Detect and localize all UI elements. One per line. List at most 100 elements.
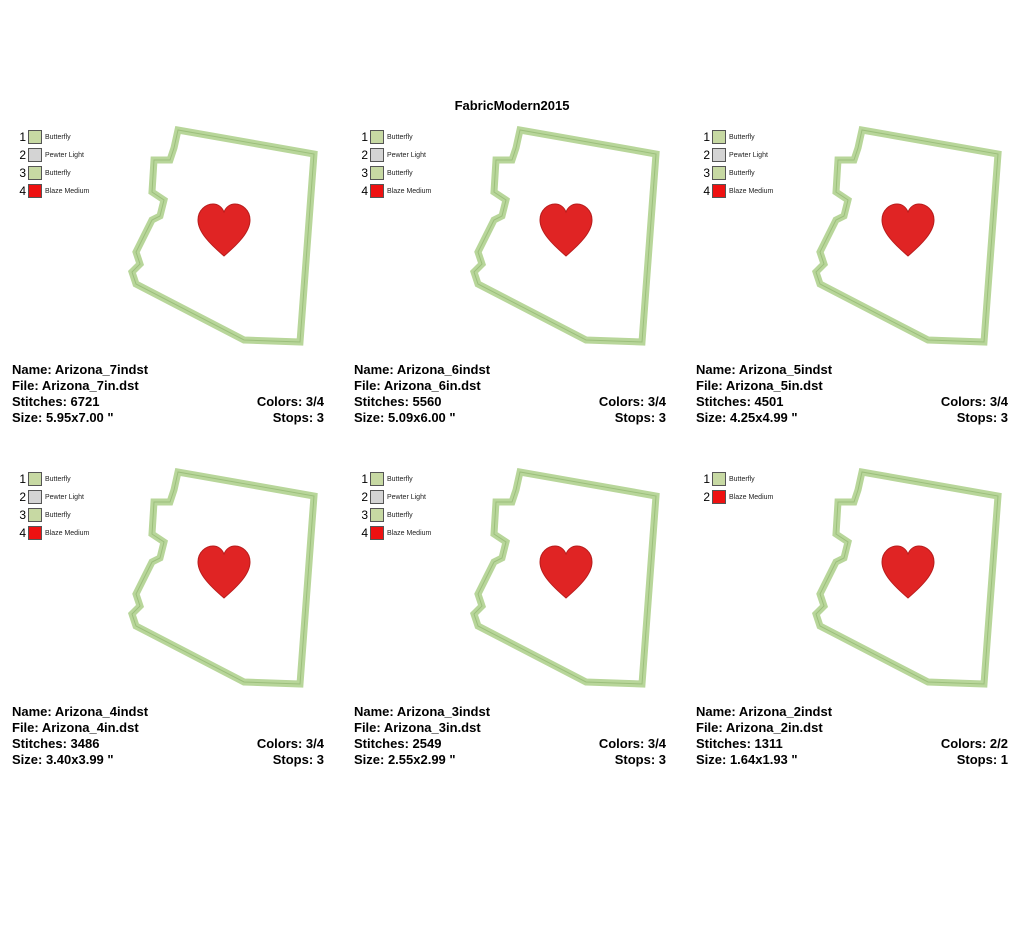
design-stitches: Stitches: 4501 bbox=[696, 394, 784, 409]
swatch-thread-name: Pewter Light bbox=[387, 151, 426, 159]
swatch-number: 2 bbox=[19, 490, 26, 504]
design-stops: Stops: 3 bbox=[614, 410, 666, 425]
swatch-color-box bbox=[370, 472, 384, 486]
arizona-outline-design bbox=[469, 125, 660, 346]
arizona-outline-edge bbox=[473, 129, 657, 343]
design-card: 1 Butterfly 2 Pewter Light 3 Butterfly 4 Blaze … bbox=[696, 124, 1016, 444]
color-swatch-list: 1 Butterfly 2 Pewter Light 3 Butterfly 4 Blaze … bbox=[358, 470, 431, 542]
swatch-thread-name: Butterfly bbox=[729, 133, 755, 141]
swatch-thread-name: Butterfly bbox=[387, 511, 413, 519]
swatch-color-box bbox=[712, 166, 726, 180]
design-name: Name: Arizona_2indst bbox=[696, 704, 833, 719]
design-card: 1 Butterfly 2 Blaze Medium Name: Arizona_2i… bbox=[696, 466, 1016, 786]
color-swatch-row: 2 Pewter Light bbox=[16, 488, 89, 506]
color-swatch-row: 4 Blaze Medium bbox=[358, 524, 431, 542]
design-stops: Stops: 1 bbox=[956, 752, 1008, 767]
design-stitches: Stitches: 1311 bbox=[696, 736, 783, 751]
swatch-color-box bbox=[28, 472, 42, 486]
design-size: Size: 5.95x7.00 " bbox=[12, 410, 114, 425]
swatch-color-box bbox=[370, 130, 384, 144]
design-stitches: Stitches: 3486 bbox=[12, 736, 100, 751]
swatch-number: 2 bbox=[703, 490, 710, 504]
swatch-color-box bbox=[370, 490, 384, 504]
design-stitches: Stitches: 6721 bbox=[12, 394, 100, 409]
arizona-outline-design bbox=[127, 125, 318, 346]
swatch-color-box bbox=[28, 508, 42, 522]
color-swatch-row: 2 Pewter Light bbox=[700, 146, 773, 164]
swatch-color-box bbox=[28, 490, 42, 504]
color-swatch-list: 1 Butterfly 2 Pewter Light 3 Butterfly 4 Blaze … bbox=[358, 128, 431, 200]
arizona-outline-edge bbox=[473, 471, 657, 685]
swatch-thread-name: Butterfly bbox=[387, 169, 413, 177]
swatch-thread-name: Butterfly bbox=[729, 169, 755, 177]
color-swatch-row: 2 Pewter Light bbox=[358, 146, 431, 164]
design-colors: Colors: 3/4 bbox=[598, 394, 666, 409]
design-info: Name: Arizona_4indst File: Arizona_4in.d… bbox=[12, 704, 324, 768]
swatch-number: 3 bbox=[19, 508, 26, 522]
swatch-number: 1 bbox=[361, 472, 368, 486]
heart-icon bbox=[539, 545, 593, 599]
design-card: 1 Butterfly 2 Pewter Light 3 Butterfly 4 Blaze … bbox=[12, 124, 332, 444]
swatch-number: 4 bbox=[703, 184, 710, 198]
swatch-thread-name: Blaze Medium bbox=[729, 493, 774, 501]
design-size: Size: 5.09x6.00 " bbox=[354, 410, 456, 425]
color-swatch-row: 1 Butterfly bbox=[700, 470, 773, 488]
swatch-number: 1 bbox=[19, 130, 26, 144]
swatch-number: 4 bbox=[361, 184, 368, 198]
color-swatch-row: 1 Butterfly bbox=[358, 470, 431, 488]
swatch-number: 1 bbox=[703, 130, 710, 144]
swatch-number: 2 bbox=[361, 148, 368, 162]
swatch-color-box bbox=[370, 508, 384, 522]
color-swatch-list: 1 Butterfly 2 Pewter Light 3 Butterfly 4 Blaze … bbox=[16, 128, 89, 200]
design-name: Name: Arizona_6indst bbox=[354, 362, 491, 377]
heart-icon bbox=[197, 545, 251, 599]
design-stitches: Stitches: 5560 bbox=[354, 394, 442, 409]
heart-icon bbox=[881, 203, 935, 257]
arizona-outline-design bbox=[811, 125, 1002, 346]
swatch-color-box bbox=[370, 148, 384, 162]
swatch-thread-name: Blaze Medium bbox=[45, 187, 90, 195]
color-swatch-row: 3 Butterfly bbox=[700, 164, 773, 182]
design-name: Name: Arizona_7indst bbox=[12, 362, 149, 377]
color-swatch-row: 4 Blaze Medium bbox=[700, 182, 773, 200]
design-stops: Stops: 3 bbox=[272, 752, 324, 767]
swatch-number: 4 bbox=[361, 526, 368, 540]
color-swatch-row: 3 Butterfly bbox=[358, 164, 431, 182]
swatch-number: 4 bbox=[19, 184, 26, 198]
swatch-color-box bbox=[28, 526, 42, 540]
design-file: File: Arizona_7in.dst bbox=[12, 378, 139, 393]
swatch-thread-name: Pewter Light bbox=[387, 493, 426, 501]
swatch-number: 3 bbox=[361, 166, 368, 180]
color-swatch-row: 3 Butterfly bbox=[358, 506, 431, 524]
swatch-number: 3 bbox=[361, 508, 368, 522]
arizona-outline-design bbox=[127, 467, 318, 688]
color-swatch-list: 1 Butterfly 2 Pewter Light 3 Butterfly 4 Blaze … bbox=[700, 128, 773, 200]
swatch-number: 2 bbox=[19, 148, 26, 162]
swatch-thread-name: Blaze Medium bbox=[45, 529, 90, 537]
heart-icon bbox=[539, 203, 593, 257]
color-swatch-list: 1 Butterfly 2 Blaze Medium bbox=[700, 470, 773, 506]
design-card: 1 Butterfly 2 Pewter Light 3 Butterfly 4 Blaze … bbox=[12, 466, 332, 786]
color-swatch-row: 4 Blaze Medium bbox=[16, 182, 89, 200]
color-swatch-row: 4 Blaze Medium bbox=[16, 524, 89, 542]
design-colors: Colors: 3/4 bbox=[256, 736, 324, 751]
swatch-number: 3 bbox=[19, 166, 26, 180]
heart-icon bbox=[197, 203, 251, 257]
swatch-color-box bbox=[712, 130, 726, 144]
color-swatch-row: 3 Butterfly bbox=[16, 164, 89, 182]
color-swatch-row: 2 Pewter Light bbox=[358, 488, 431, 506]
color-swatch-row: 1 Butterfly bbox=[16, 470, 89, 488]
swatch-thread-name: Blaze Medium bbox=[729, 187, 774, 195]
arizona-outline-edge bbox=[131, 471, 315, 685]
design-colors: Colors: 2/2 bbox=[940, 736, 1008, 751]
design-file: File: Arizona_4in.dst bbox=[12, 720, 139, 735]
swatch-color-box bbox=[370, 184, 384, 198]
design-file: File: Arizona_3in.dst bbox=[354, 720, 481, 735]
design-file: File: Arizona_6in.dst bbox=[354, 378, 481, 393]
color-swatch-row: 2 Pewter Light bbox=[16, 146, 89, 164]
design-card: 1 Butterfly 2 Pewter Light 3 Butterfly 4 Blaze … bbox=[354, 124, 674, 444]
swatch-color-box bbox=[28, 130, 42, 144]
swatch-thread-name: Butterfly bbox=[45, 169, 71, 177]
design-size: Size: 2.55x2.99 " bbox=[354, 752, 456, 767]
page-title: FabricModern2015 bbox=[454, 98, 570, 113]
